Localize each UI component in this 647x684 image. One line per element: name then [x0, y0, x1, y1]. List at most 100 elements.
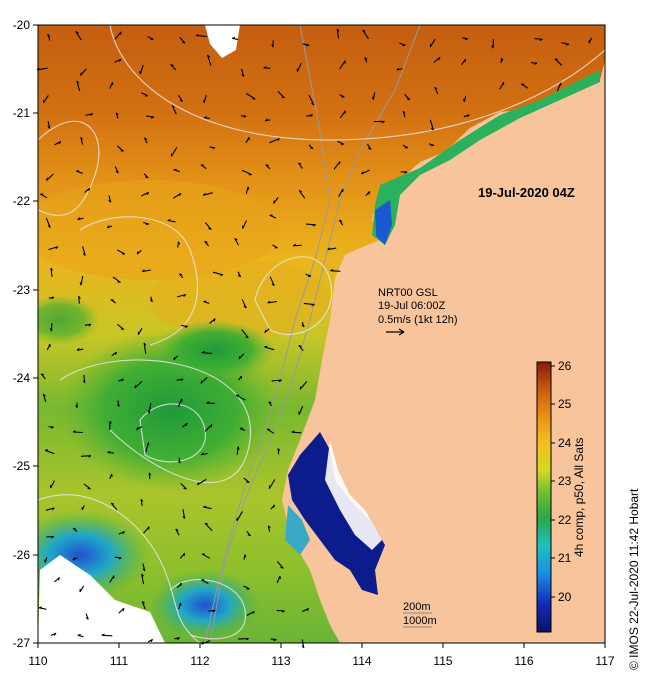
current-arrow — [40, 373, 46, 380]
current-arrow — [79, 585, 85, 593]
current-arrow — [399, 42, 406, 47]
current-arrow — [264, 328, 270, 334]
current-arrow — [109, 82, 114, 89]
current-arrow — [137, 327, 143, 335]
current-arrow — [298, 162, 303, 169]
x-tick-label: 115 — [433, 654, 452, 668]
current-arrow — [373, 120, 385, 124]
current-arrow — [265, 164, 271, 170]
current-arrow — [114, 31, 122, 40]
current-arrow — [176, 378, 184, 382]
current-arrow — [588, 37, 593, 44]
current-arrow — [271, 379, 282, 383]
x-tick-label: 114 — [352, 654, 371, 668]
current-arrow — [204, 240, 210, 247]
current-arrow — [337, 140, 345, 145]
current-arrow — [237, 375, 242, 381]
current-arrow — [204, 222, 212, 230]
current-arrow — [182, 509, 186, 519]
current-arrow — [170, 64, 177, 71]
current-arrow — [141, 601, 146, 610]
current-arrow — [203, 116, 210, 119]
current-arrow — [277, 448, 281, 455]
current-arrow — [143, 173, 149, 179]
current-arrow — [114, 58, 122, 63]
current-arrow — [433, 56, 441, 63]
current-arrow — [110, 299, 116, 304]
current-arrow — [429, 38, 436, 48]
current-arrow — [45, 217, 51, 228]
current-arrow — [116, 400, 120, 407]
current-arrow — [85, 113, 93, 117]
current-arrow — [308, 144, 314, 150]
current-arrow — [114, 166, 119, 174]
current-arrow — [77, 217, 84, 221]
current-arrow — [241, 299, 247, 309]
current-arrow — [177, 94, 184, 102]
current-arrow — [234, 237, 239, 246]
current-arrow — [46, 173, 54, 181]
current-arrow — [142, 563, 146, 572]
colorbar-tick: 23 — [558, 474, 572, 488]
current-arrow — [520, 83, 529, 89]
current-arrow — [101, 633, 113, 637]
current-arrow — [276, 609, 285, 613]
current-arrow — [336, 28, 340, 39]
current-arrow — [174, 637, 180, 641]
current-arrow — [80, 68, 87, 76]
current-arrow — [245, 92, 256, 100]
current-arrow — [77, 634, 84, 638]
current-arrow — [232, 36, 239, 41]
current-arrow — [172, 192, 182, 199]
colorbar-title: 4h comp, p50, All Sats — [572, 438, 586, 557]
current-arrow — [143, 221, 149, 226]
current-arrow — [115, 112, 119, 119]
current-arrow — [301, 608, 310, 612]
current-arrow — [134, 380, 143, 389]
current-arrow — [554, 58, 563, 66]
current-arrow — [268, 479, 276, 489]
current-arrow — [195, 33, 207, 37]
current-arrow — [209, 146, 216, 150]
isobath-1000-label: 1000m — [403, 615, 437, 627]
current-arrow — [178, 602, 182, 610]
current-arrow — [141, 573, 145, 585]
current-arrow — [84, 323, 92, 327]
current-arrow — [117, 323, 125, 330]
current-arrow — [212, 271, 224, 276]
plot-frame — [37, 24, 606, 644]
y-tick-label: -20 — [13, 18, 31, 32]
current-arrow — [46, 343, 51, 351]
current-arrow — [177, 293, 187, 298]
current-arrow — [299, 381, 308, 390]
current-arrow — [143, 342, 147, 354]
current-arrow — [292, 243, 302, 247]
current-arrow — [269, 276, 275, 287]
current-model-label: NRT00 GSL — [378, 287, 438, 299]
current-arrow — [366, 143, 372, 150]
current-arrow — [48, 426, 54, 429]
current-arrow — [177, 457, 181, 464]
current-arrow — [428, 143, 434, 147]
current-arrow — [81, 505, 85, 511]
current-arrow — [111, 351, 118, 357]
current-arrow — [276, 575, 281, 584]
current-arrow — [243, 477, 250, 483]
current-arrow — [80, 455, 92, 458]
current-arrow — [204, 424, 213, 432]
current-arrow — [402, 144, 409, 149]
current-arrow — [371, 92, 376, 100]
current-arrow — [531, 62, 538, 65]
current-arrow — [400, 171, 408, 174]
current-arrow — [271, 40, 274, 48]
current-arrow — [434, 86, 439, 95]
x-tick-label: 112 — [190, 654, 209, 668]
current-arrow — [301, 639, 305, 649]
current-arrow — [170, 147, 178, 157]
current-arrow — [236, 511, 243, 522]
current-arrow — [75, 402, 78, 409]
current-arrow — [246, 610, 255, 616]
current-arrow — [44, 557, 48, 563]
colorbar-tick: 25 — [558, 397, 572, 411]
